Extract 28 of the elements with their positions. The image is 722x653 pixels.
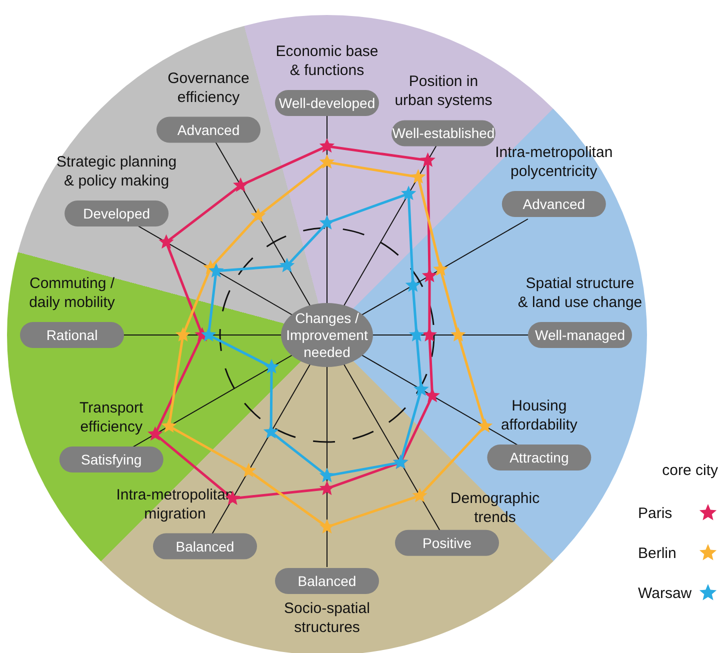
spoke-label: Spatial structure & land use change [518, 275, 642, 311]
legend-label: Berlin [638, 544, 676, 562]
text: Well-managed [534, 327, 626, 343]
spoke-label: Demographic trends [450, 490, 540, 526]
spoke-label: Commuting / daily mobility [29, 275, 116, 311]
text: Developed [83, 206, 150, 222]
text: Balanced [298, 573, 356, 589]
text: Changes / Improvement needed [286, 310, 368, 360]
text: Positive [422, 534, 472, 551]
spoke-label: Economic base & functions [276, 43, 378, 79]
legend-title: core city [661, 462, 718, 479]
spoke-label: Governance efficiency [168, 70, 250, 106]
text: Advanced [177, 122, 240, 138]
legend-label: Warsaw [638, 584, 692, 602]
spoke-label: Housing affordability [500, 398, 578, 434]
text: Well-developed [278, 95, 376, 111]
spoke-label: Position in urban systems [394, 73, 492, 110]
spoke-label: Transport efficiency [80, 400, 144, 436]
text: Satisfying [81, 452, 142, 468]
text: Well-established [392, 125, 495, 142]
spoke-label: Strategic planning & policy making [56, 154, 177, 190]
text: Attracting [510, 450, 569, 466]
spoke-label: Intra-metropolitan polycentricity [495, 144, 613, 180]
spoke-label: Socio-spatial structures [284, 600, 370, 636]
legend-label: Paris [638, 504, 672, 522]
text: Balanced [176, 538, 234, 554]
text: Rational [46, 327, 98, 343]
text: Advanced [522, 196, 586, 212]
